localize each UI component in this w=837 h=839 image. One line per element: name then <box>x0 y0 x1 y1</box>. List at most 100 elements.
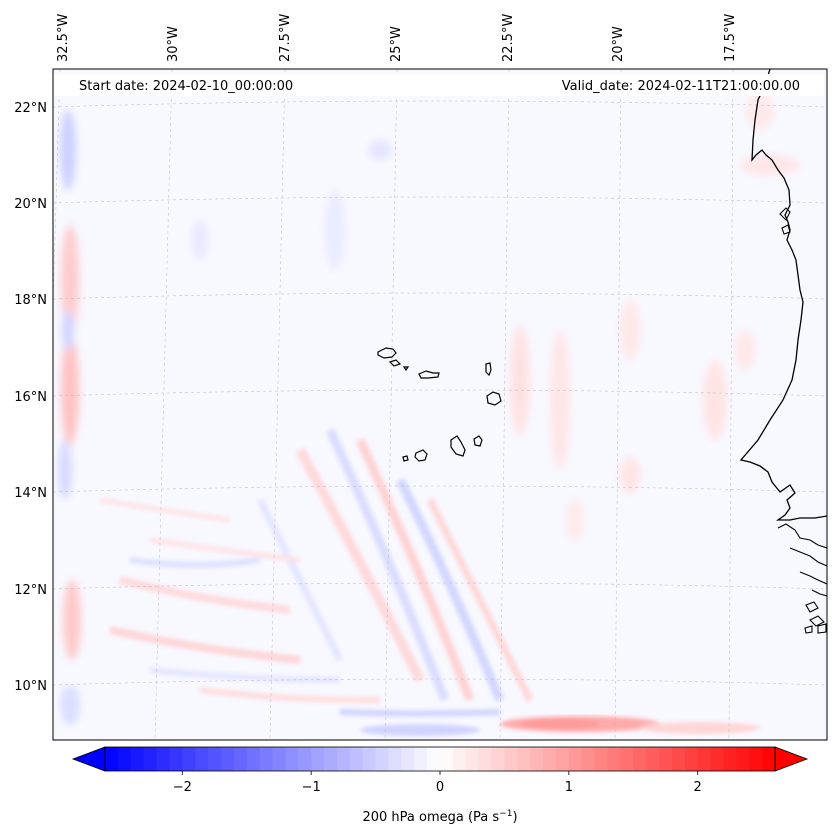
colorbar-cell <box>478 747 493 771</box>
colorbar-cell <box>401 747 415 771</box>
lon-label: 20°W <box>611 26 626 62</box>
map-frame <box>52 68 828 741</box>
lat-label: 12°N <box>14 583 47 598</box>
colorbar-cell <box>195 747 209 771</box>
island-santa-luzia <box>402 366 410 372</box>
colorbar-cell <box>440 747 454 771</box>
lon-label: 32.5°W <box>56 14 71 62</box>
colorbar-cell <box>697 747 712 771</box>
island-santo-antao <box>377 347 397 359</box>
island-sao-vicente <box>388 359 402 367</box>
colorbar-tick-label: −2 <box>173 780 192 795</box>
lon-label: 17.5°W <box>723 14 738 62</box>
colorbar-label: 200 hPa omega (Pa s−1) <box>362 809 517 825</box>
latitude-labels: 22°N 20°N 18°N 16°N 14°N 12°N 10°N <box>14 101 47 694</box>
start-date-label: Start date: 2024-02-10_00:00:00 <box>79 79 293 94</box>
colorbar-tick-label: 2 <box>694 780 702 795</box>
lon-label: 25°W <box>389 26 404 62</box>
colorbar-cell <box>362 747 377 771</box>
colorbar-cell <box>671 747 686 771</box>
island-santiago <box>450 435 466 457</box>
colorbar-cell <box>555 747 570 771</box>
lat-label: 18°N <box>14 293 47 308</box>
colorbar-cell <box>504 747 518 771</box>
colorbar-cell <box>169 747 183 771</box>
lat-label: 10°N <box>14 679 47 694</box>
colorbar-cell <box>543 747 557 771</box>
lon-label: 30°W <box>166 26 181 62</box>
island-fogo <box>414 449 428 462</box>
gridlines <box>53 69 827 740</box>
african-coastline <box>739 69 827 521</box>
colorbar-cell <box>208 747 222 771</box>
colorbar-cell <box>233 747 248 771</box>
cape-verde-islands <box>377 347 502 462</box>
colorbar-cell <box>452 747 467 771</box>
colorbar-tick-label: −1 <box>302 780 321 795</box>
lon-label: 27.5°W <box>278 14 293 62</box>
colorbar-cell <box>246 747 261 771</box>
valid-date-label: Valid_date: 2024-02-11T21:00:00.00 <box>562 79 800 94</box>
colorbar-cell <box>736 747 750 771</box>
colorbar-cell <box>105 747 119 771</box>
colorbar-cell <box>491 747 506 771</box>
colorbar-cell <box>182 747 196 771</box>
colorbar-extend-min <box>71 746 106 772</box>
colorbar-cell <box>646 747 660 771</box>
colorbar-cell <box>349 747 364 771</box>
colorbar-cell <box>633 747 647 771</box>
colorbar-cell <box>465 747 480 771</box>
colorbar-cell <box>311 747 325 771</box>
colorbar-cell <box>220 747 235 771</box>
omega-field <box>53 69 827 740</box>
lon-label: 22.5°W <box>501 14 516 62</box>
colorbar-cell <box>620 747 634 771</box>
colorbar-cell <box>530 747 544 771</box>
colorbar-cell <box>130 747 145 771</box>
island-boa-vista <box>486 391 502 406</box>
colorbar-cell <box>375 747 390 771</box>
colorbar-cell <box>156 747 171 771</box>
colorbar-extend-max <box>774 746 809 772</box>
colorbar-cell <box>762 747 776 771</box>
colorbar-cell <box>143 747 158 771</box>
colorbar-cell <box>517 747 531 771</box>
colorbar: −2 −1 0 1 2 200 hPa omega (Pa s−1) <box>71 746 809 825</box>
longitude-labels: 32.5°W 30°W 27.5°W 25°W 22.5°W 20°W 17.5… <box>56 14 738 62</box>
colorbar-cell <box>285 747 299 771</box>
coast-guinea-bissau <box>777 523 827 634</box>
colorbar-cell <box>568 747 583 771</box>
lat-label: 22°N <box>14 101 47 116</box>
colorbar-cell <box>710 747 725 771</box>
colorbar-cell <box>749 747 763 771</box>
colorbar-cell <box>272 747 286 771</box>
colorbar-cell <box>684 747 699 771</box>
island-sal <box>485 362 492 377</box>
colorbar-cell <box>427 747 441 771</box>
colorbar-tick-label: 1 <box>565 780 573 795</box>
colorbar-cell <box>594 747 609 771</box>
colorbar-cell <box>723 747 737 771</box>
colorbar-cell <box>298 747 312 771</box>
colorbar-cell <box>336 747 351 771</box>
lat-label: 20°N <box>14 197 47 212</box>
colorbar-cell <box>117 747 132 771</box>
lat-label: 14°N <box>14 486 47 501</box>
header-box <box>54 74 824 96</box>
colorbar-cell <box>388 747 402 771</box>
colorbar-ticks: −2 −1 0 1 2 <box>173 771 702 795</box>
island-sao-nicolau <box>418 370 440 379</box>
colorbar-cell <box>581 747 596 771</box>
island-maio <box>473 435 483 447</box>
island-brava <box>402 455 409 462</box>
lat-label: 16°N <box>14 390 47 405</box>
colorbar-cell <box>324 747 338 771</box>
colorbar-cell <box>259 747 274 771</box>
map-panel: Start date: 2024-02-10_00:00:00 Valid_da… <box>52 68 828 741</box>
colorbar-cell <box>607 747 621 771</box>
colorbar-tick-label: 0 <box>436 780 444 795</box>
colorbar-cells <box>105 747 776 771</box>
colorbar-cell <box>414 747 428 771</box>
colorbar-cell <box>659 747 673 771</box>
